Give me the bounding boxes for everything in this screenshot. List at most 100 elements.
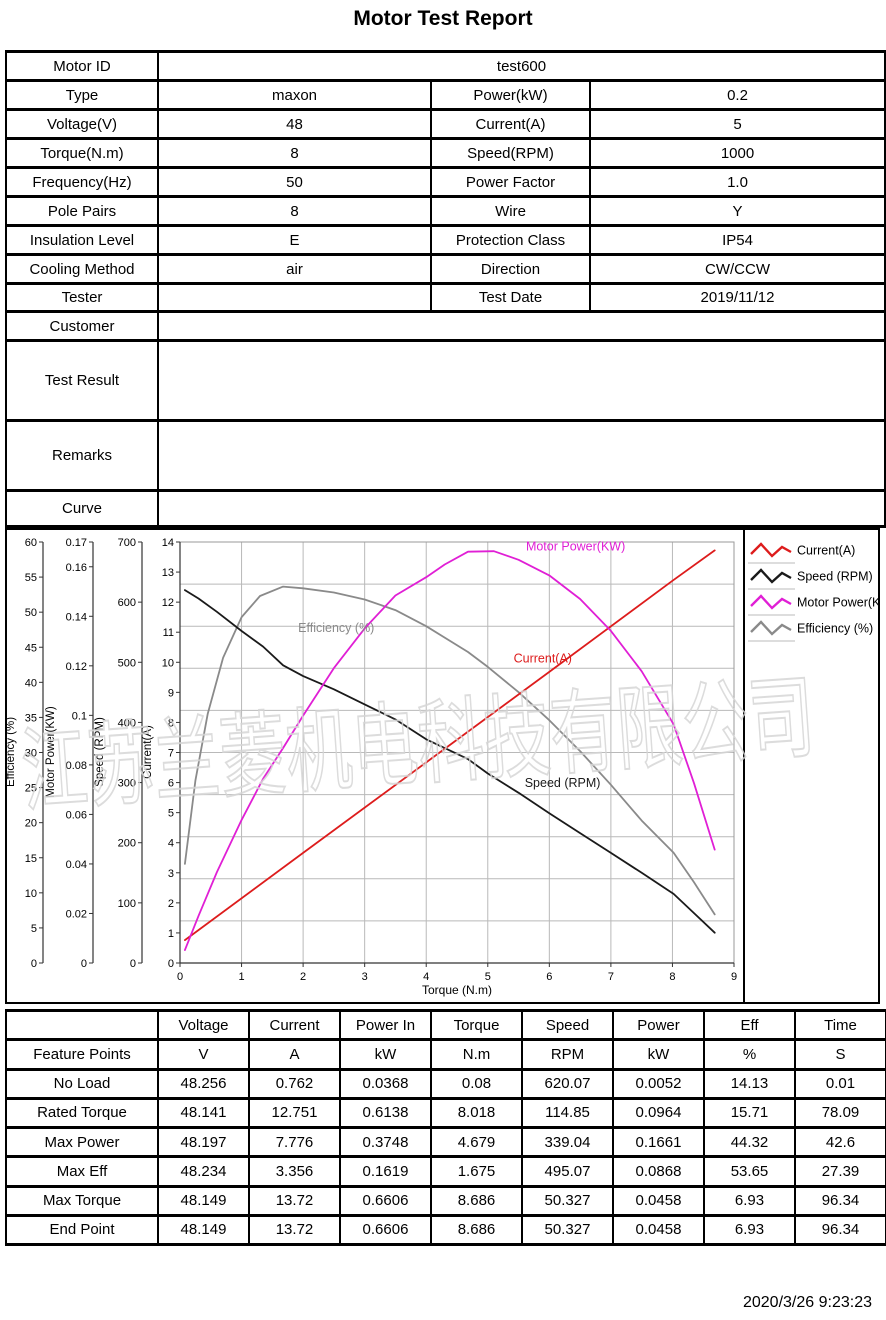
column-header: Current xyxy=(248,1008,341,1042)
column-header: Eff xyxy=(703,1008,796,1042)
info-row: Pole Pairs 8 Wire Y xyxy=(5,195,886,227)
info-row: Remarks xyxy=(5,419,886,492)
info-row: Test Result xyxy=(5,339,886,422)
info-row: Type maxon Power(kW) 0.2 xyxy=(5,79,886,111)
curve-chart-section: 0 5 10 15 20 25 30 35 40 45 50 55 60 Efficiency (%) 0 0… xyxy=(5,528,880,1004)
y-tick-label: 0.17 xyxy=(66,537,87,549)
y-tick-label: 0 xyxy=(168,958,174,970)
y-tick-label: 6 xyxy=(168,778,174,790)
legend-swatch-icon xyxy=(750,568,792,584)
series-curve xyxy=(183,549,716,942)
table-row: Rated Torque 48.141 12.751 0.6138 8.018 114.8… xyxy=(5,1096,886,1130)
y-tick-label: 0.16 xyxy=(66,562,87,574)
info-value: 1.0 xyxy=(588,166,886,198)
info-row: Motor ID test600 xyxy=(5,50,886,82)
cell-value: 48.234 xyxy=(157,1155,250,1188)
cell-value: 48.197 xyxy=(157,1125,250,1159)
info-label: Frequency(Hz) xyxy=(5,166,159,198)
info-label: Speed(RPM) xyxy=(430,137,591,169)
row-header: Max Torque xyxy=(5,1184,159,1217)
cell-value: 0.01 xyxy=(794,1067,886,1100)
y-tick-label: 13 xyxy=(162,567,174,579)
info-value: 2019/11/12 xyxy=(588,282,886,313)
cell-value: 114.85 xyxy=(521,1096,614,1130)
column-header: Time xyxy=(794,1008,886,1042)
y-tick-label: 5 xyxy=(31,923,37,935)
info-value xyxy=(156,310,886,342)
row-header: Rated Torque xyxy=(5,1096,159,1130)
cell-value: 48.149 xyxy=(157,1184,250,1217)
info-row: Curve xyxy=(5,489,886,528)
info-value: 0.2 xyxy=(588,79,886,111)
info-row: Voltage(V) 48 Current(A) 5 xyxy=(5,108,886,140)
legend-swatch-icon xyxy=(750,542,792,558)
y-tick-label: 0.14 xyxy=(66,611,87,623)
cell-value: 96.34 xyxy=(794,1213,886,1247)
y-tick-label: 30 xyxy=(25,748,37,760)
cell-value: 495.07 xyxy=(521,1155,614,1188)
y-tick-label: 0.1 xyxy=(72,710,87,722)
cell-value: 14.13 xyxy=(703,1067,796,1100)
info-label: Tester xyxy=(5,282,159,313)
x-axis-title: Torque (N.m) xyxy=(422,983,492,997)
info-value xyxy=(156,489,886,528)
unit-header: N.m xyxy=(430,1038,523,1071)
cell-value: 0.0052 xyxy=(612,1067,705,1100)
cell-value: 13.72 xyxy=(248,1213,341,1247)
legend-swatch-icon xyxy=(750,594,792,610)
unit-header: kW xyxy=(612,1038,705,1071)
cell-value: 8.686 xyxy=(430,1184,523,1217)
cell-value: 0.0458 xyxy=(612,1213,705,1247)
y-tick-label: 4 xyxy=(168,838,174,850)
column-header: Speed xyxy=(521,1008,614,1042)
info-label: Power(kW) xyxy=(430,79,591,111)
row-header: No Load xyxy=(5,1067,159,1100)
y-tick-label: 0.06 xyxy=(66,809,87,821)
column-header: Power In xyxy=(339,1008,432,1042)
cell-value: 0.762 xyxy=(248,1067,341,1100)
legend-label: Speed (RPM) xyxy=(797,570,873,584)
x-tick-label: 7 xyxy=(608,971,614,983)
cell-value: 50.327 xyxy=(521,1184,614,1217)
cell-value: 0.08 xyxy=(430,1067,523,1100)
series-curve xyxy=(183,585,716,916)
column-header: Power xyxy=(612,1008,705,1042)
y-tick-label: 35 xyxy=(25,712,37,724)
table-row: Voltage Current Power In Torque Speed Power Ef… xyxy=(5,1008,886,1042)
info-value: air xyxy=(157,253,432,285)
table-row: No Load 48.256 0.762 0.0368 0.08 620.07 0.0052… xyxy=(5,1067,886,1100)
cell-value: 0.6606 xyxy=(339,1184,432,1217)
y-tick-label: 9 xyxy=(168,687,174,699)
info-value: 48 xyxy=(157,108,432,140)
legend-swatch-icon xyxy=(750,620,792,636)
x-tick-label: 0 xyxy=(177,971,183,983)
y-tick-label: 3 xyxy=(168,868,174,880)
cell-value: 3.356 xyxy=(248,1155,341,1188)
y-tick-label: 0.04 xyxy=(66,859,87,871)
info-row: Customer xyxy=(5,310,886,342)
unit-header: S xyxy=(794,1038,886,1071)
unit-header: A xyxy=(248,1038,341,1071)
y-axis-title: Motor Power(KW) xyxy=(45,706,57,798)
cell-value: 0.1619 xyxy=(339,1155,432,1188)
info-value: CW/CCW xyxy=(588,253,886,285)
y-axis-title: Speed (RPM) xyxy=(94,717,106,787)
x-tick-label: 5 xyxy=(485,971,491,983)
curve-label: Motor Power(KW) xyxy=(526,539,625,553)
info-value: Y xyxy=(588,195,886,227)
y-tick-label: 50 xyxy=(25,607,37,619)
y-tick-label: 7 xyxy=(168,748,174,760)
x-tick-label: 6 xyxy=(546,971,552,983)
cell-value: 48.149 xyxy=(157,1213,250,1247)
y-tick-label: 12 xyxy=(162,597,174,609)
y-tick-label: 60 xyxy=(25,537,37,549)
y-tick-label: 15 xyxy=(25,853,37,865)
unit-header: % xyxy=(703,1038,796,1071)
cell-value: 6.93 xyxy=(703,1184,796,1217)
cell-value: 8.686 xyxy=(430,1213,523,1247)
cell-value: 0.0458 xyxy=(612,1184,705,1217)
cell-value: 13.72 xyxy=(248,1184,341,1217)
info-label: Pole Pairs xyxy=(5,195,159,227)
